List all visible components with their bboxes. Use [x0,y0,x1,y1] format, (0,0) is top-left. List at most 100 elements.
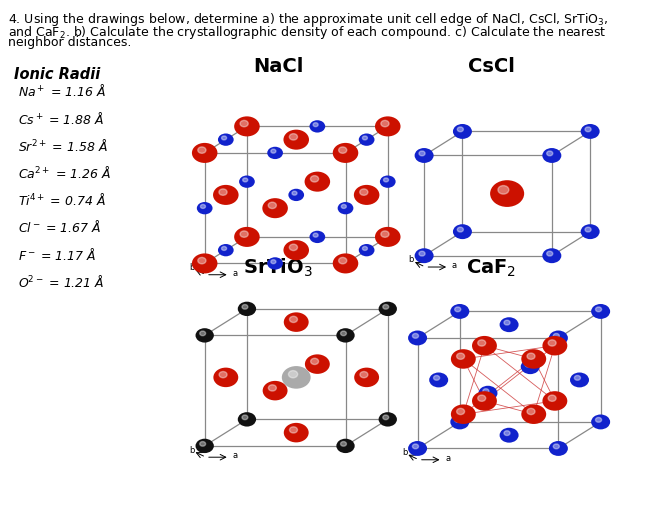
Circle shape [419,251,425,256]
Circle shape [434,375,440,380]
Circle shape [542,148,561,163]
Circle shape [527,353,535,359]
Circle shape [288,371,297,378]
Circle shape [542,336,567,356]
Circle shape [271,149,276,153]
Circle shape [380,175,396,188]
Circle shape [500,428,519,443]
Circle shape [419,151,425,156]
Circle shape [341,442,346,446]
Circle shape [309,231,325,243]
Circle shape [313,233,318,237]
Circle shape [267,147,283,159]
Text: a: a [232,269,237,278]
Circle shape [238,412,256,427]
Circle shape [219,189,227,195]
Circle shape [290,244,297,250]
Circle shape [483,389,489,394]
Text: NaCl: NaCl [253,58,303,76]
Circle shape [313,123,318,126]
Circle shape [240,231,248,237]
Text: F$^-$ = 1.17 Å: F$^-$ = 1.17 Å [18,247,97,263]
Circle shape [525,362,531,367]
Text: Ionic Radii: Ionic Radii [14,67,101,82]
Circle shape [498,186,509,194]
Text: b: b [409,255,414,264]
Circle shape [450,414,469,429]
Circle shape [585,127,591,132]
Circle shape [379,302,397,316]
Circle shape [239,175,255,188]
Circle shape [477,395,486,401]
Text: neighbor distances.: neighbor distances. [8,36,131,49]
Circle shape [221,136,227,140]
Circle shape [413,334,419,338]
Circle shape [337,328,355,343]
Circle shape [549,331,568,345]
Circle shape [192,253,217,273]
Circle shape [284,240,309,260]
Circle shape [490,180,524,207]
Circle shape [309,120,325,133]
Circle shape [339,147,346,153]
Circle shape [337,438,355,453]
Circle shape [542,248,561,263]
Circle shape [383,415,388,419]
Circle shape [200,331,206,336]
Circle shape [429,373,448,388]
Circle shape [595,307,601,311]
Text: SrTiO$_3$: SrTiO$_3$ [244,257,313,280]
Circle shape [192,143,217,163]
Circle shape [455,417,460,422]
Circle shape [333,143,358,163]
Circle shape [472,391,497,411]
Circle shape [521,359,540,374]
Text: 4. Using the drawings below, determine a) the approximate unit cell edge of NaCl: 4. Using the drawings below, determine a… [8,11,608,28]
Circle shape [574,375,580,380]
Circle shape [477,340,486,346]
Circle shape [333,253,358,273]
Circle shape [383,304,388,309]
Circle shape [379,412,397,427]
Text: Cl$^-$ = 1.67 Å: Cl$^-$ = 1.67 Å [18,219,102,235]
Circle shape [282,366,310,389]
Text: Ca$^{2+}$ = 1.26 Å: Ca$^{2+}$ = 1.26 Å [18,165,111,181]
Circle shape [595,417,601,422]
Circle shape [360,372,368,378]
Text: b: b [189,263,195,272]
Circle shape [242,415,248,419]
Circle shape [310,176,318,182]
Circle shape [198,258,206,264]
Circle shape [478,386,498,401]
Circle shape [455,307,460,311]
Circle shape [341,205,346,208]
Circle shape [198,147,206,153]
Circle shape [362,136,367,140]
Text: CsCl: CsCl [468,58,515,76]
Circle shape [271,260,276,264]
Text: a: a [232,451,237,460]
Circle shape [290,134,297,140]
Text: Ti$^{4+}$ = 0.74 Å: Ti$^{4+}$ = 0.74 Å [18,192,106,208]
Circle shape [547,251,553,256]
Circle shape [218,134,234,146]
Circle shape [381,231,389,237]
Circle shape [381,120,389,127]
Circle shape [553,444,559,449]
Circle shape [521,349,546,369]
Circle shape [570,373,589,388]
Circle shape [415,148,434,163]
Circle shape [269,385,276,391]
Circle shape [305,172,330,192]
Circle shape [218,244,234,256]
Circle shape [413,444,419,449]
Circle shape [457,353,464,359]
Circle shape [500,317,519,332]
Circle shape [284,130,309,150]
Text: Cs$^+$ = 1.88 Å: Cs$^+$ = 1.88 Å [18,111,104,126]
Circle shape [200,205,206,208]
Circle shape [581,124,599,139]
Circle shape [243,178,248,182]
Circle shape [238,302,256,316]
Circle shape [288,189,304,201]
